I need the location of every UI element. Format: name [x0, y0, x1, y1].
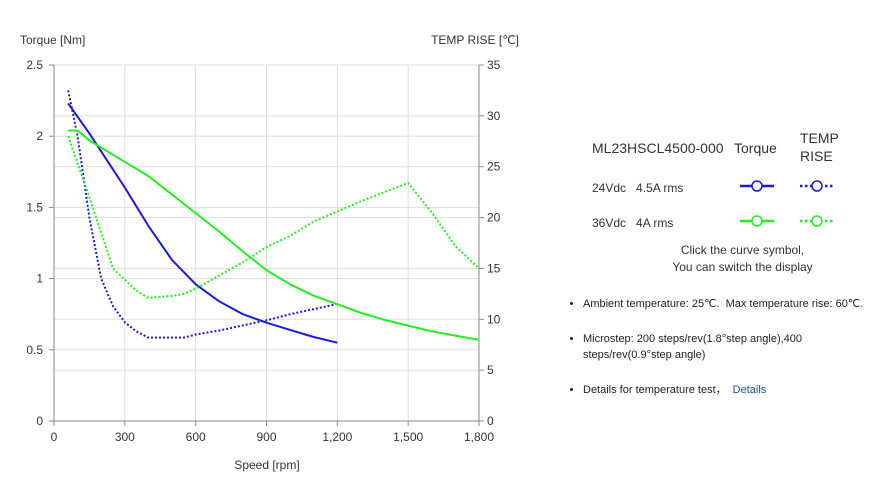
x-tick-label: 0	[51, 430, 58, 444]
torque-24vdc-symbol-icon[interactable]	[739, 179, 775, 193]
legend-header: ML23HSCL4500-000 Torque TEMP RISE	[585, 126, 855, 170]
temp-rise-header: TEMP RISE	[800, 130, 839, 164]
note-microstep: Microstep: 200 steps/rev(1.8°step angle)…	[583, 331, 872, 363]
y-tick-label-right: 10	[487, 312, 501, 326]
legend-label-24vdc: 24Vdc 4.5A rms	[592, 181, 684, 195]
y-tick-label-right: 25	[487, 160, 501, 174]
x-tick-label: 600	[186, 430, 206, 444]
y-tick-label-right: 35	[487, 58, 501, 72]
model-name: ML23HSCL4500-000	[592, 140, 724, 156]
note-details: Details for temperature test， Details	[583, 382, 872, 398]
legend-hint: Click the curve symbol, You can switch t…	[585, 242, 872, 276]
x-tick-label: 1,500	[393, 430, 423, 444]
series-line-1	[67, 90, 338, 339]
y-tick-label-right: 30	[487, 109, 501, 123]
details-link[interactable]: Details	[732, 384, 767, 396]
temp-36vdc-symbol-icon[interactable]	[799, 214, 835, 228]
temp-24vdc-symbol-icon[interactable]	[799, 179, 835, 193]
legend-row-24vdc: 24Vdc 4.5A rms	[585, 170, 855, 205]
hint-line-1: Click the curve symbol,	[680, 243, 805, 257]
hint-line-2: You can switch the display	[672, 260, 813, 274]
y-tick-label-right: 15	[487, 261, 501, 275]
y-tick-label-right: 0	[487, 414, 494, 428]
y-tick-label-left: 2.5	[26, 58, 43, 72]
torque-36vdc-symbol-icon[interactable]	[739, 214, 775, 228]
axes	[49, 64, 484, 426]
torque-temperature-chart: 0 300 600 900 1,200 1,500 1,800 0 0.5 1 1.5 2 2.5 0 5 1…	[20, 33, 519, 472]
note-ambient: Ambient temperature: 25℃. Max temperatur…	[583, 296, 872, 312]
x-axis-title: Speed [rpm]	[234, 458, 299, 472]
details-text: Details for temperature test，	[583, 384, 727, 396]
series-line-2	[68, 129, 480, 341]
legend-label-36vdc: 36Vdc 4A rms	[592, 216, 674, 230]
x-tick-label: 1,200	[322, 430, 352, 444]
y-tick-label-left: 2	[36, 129, 43, 143]
series-line-0	[67, 102, 338, 344]
y-tick-label-right: 20	[487, 211, 501, 225]
series-lines	[67, 90, 480, 344]
tick-labels: 0 300 600 900 1,200 1,500 1,800 0 0.5 1 1.5 2 2.5 0 5 1…	[26, 58, 500, 444]
grid-lines	[54, 64, 480, 421]
legend-row-36vdc: 36Vdc 4A rms	[585, 205, 855, 240]
y-axis-title-left: Torque [Nm]	[20, 33, 85, 47]
series-line-3	[67, 135, 480, 299]
y-tick-label-left: 0.5	[26, 343, 43, 357]
torque-header: Torque	[734, 140, 777, 156]
x-tick-label: 1,800	[464, 430, 494, 444]
y-tick-label-left: 1	[36, 272, 43, 286]
x-tick-label: 900	[256, 430, 276, 444]
y-tick-label-left: 0	[36, 414, 43, 428]
y-axis-title-right: TEMP RISE [℃]	[431, 33, 519, 47]
y-tick-label-left: 1.5	[26, 200, 43, 214]
y-tick-label-right: 5	[487, 363, 494, 377]
legend-panel: ML23HSCL4500-000 Torque TEMP RISE 24Vdc …	[585, 126, 855, 274]
x-tick-label: 300	[115, 430, 135, 444]
notes-list: Ambient temperature: 25℃. Max temperatur…	[568, 296, 872, 417]
